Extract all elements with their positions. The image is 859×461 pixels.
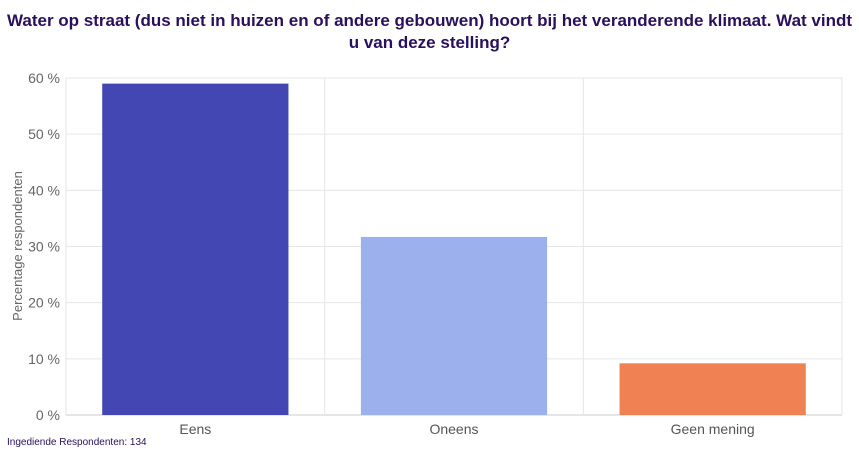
y-axis-ticks: 0 % 10 % 20 % 30 % 40 % 50 % 60 % (28, 70, 60, 423)
y-tick-label: 20 % (28, 295, 60, 311)
x-tick-label: Eens (179, 421, 211, 437)
x-tick-label: Oneens (429, 421, 478, 437)
y-tick-label: 50 % (28, 126, 60, 142)
y-tick-label: 60 % (28, 70, 60, 86)
y-tick-label: 30 % (28, 239, 60, 255)
y-tick-label: 40 % (28, 182, 60, 198)
y-tick-label: 0 % (36, 407, 60, 423)
x-tick-label: Geen mening (671, 421, 755, 437)
y-axis-label: Percentage respondenten (10, 171, 25, 321)
bars (102, 83, 806, 415)
bar-oneens (360, 236, 548, 415)
x-axis-ticks: Eens Oneens Geen mening (179, 421, 754, 437)
bar-geen-mening (619, 363, 806, 415)
y-tick-label: 10 % (28, 351, 60, 367)
respondents-footer: Ingediende Respondenten: 134 (7, 437, 147, 448)
chart-title: Water op straat (dus niet in huizen en o… (6, 11, 853, 52)
bar-eens (102, 83, 289, 415)
